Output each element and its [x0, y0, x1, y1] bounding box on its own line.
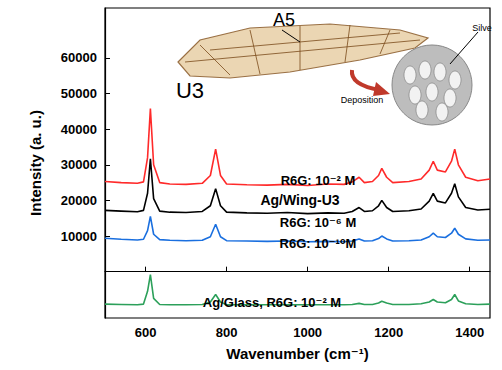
- svg-text:1400: 1400: [455, 325, 484, 340]
- svg-text:Intensity (a. u.): Intensity (a. u.): [27, 110, 44, 216]
- svg-text:U3: U3: [176, 78, 204, 103]
- svg-text:1000: 1000: [293, 325, 322, 340]
- svg-text:60000: 60000: [61, 50, 97, 65]
- svg-text:Ag/Glass, R6G: 10⁻² M: Ag/Glass, R6G: 10⁻² M: [203, 295, 341, 310]
- svg-text:50000: 50000: [61, 86, 97, 101]
- svg-text:600: 600: [135, 325, 157, 340]
- svg-text:1200: 1200: [374, 325, 403, 340]
- svg-text:40000: 40000: [61, 122, 97, 137]
- svg-text:Silve: Silve: [472, 23, 492, 33]
- svg-text:10000: 10000: [61, 229, 97, 244]
- svg-text:Deposition: Deposition: [341, 95, 384, 105]
- svg-text:Ag/Wing-U3: Ag/Wing-U3: [260, 192, 339, 208]
- svg-text:R6G: 10⁻⁶ M: R6G: 10⁻⁶ M: [280, 215, 356, 230]
- svg-text:20000: 20000: [61, 193, 97, 208]
- svg-text:A5: A5: [273, 10, 295, 30]
- svg-text:R6G: 10⁻² M: R6G: 10⁻² M: [281, 173, 356, 188]
- svg-text:R6G: 10⁻¹⁰M: R6G: 10⁻¹⁰M: [280, 236, 357, 251]
- svg-text:Wavenumber (cm⁻¹): Wavenumber (cm⁻¹): [226, 345, 368, 362]
- svg-text:800: 800: [216, 325, 238, 340]
- svg-text:30000: 30000: [61, 157, 97, 172]
